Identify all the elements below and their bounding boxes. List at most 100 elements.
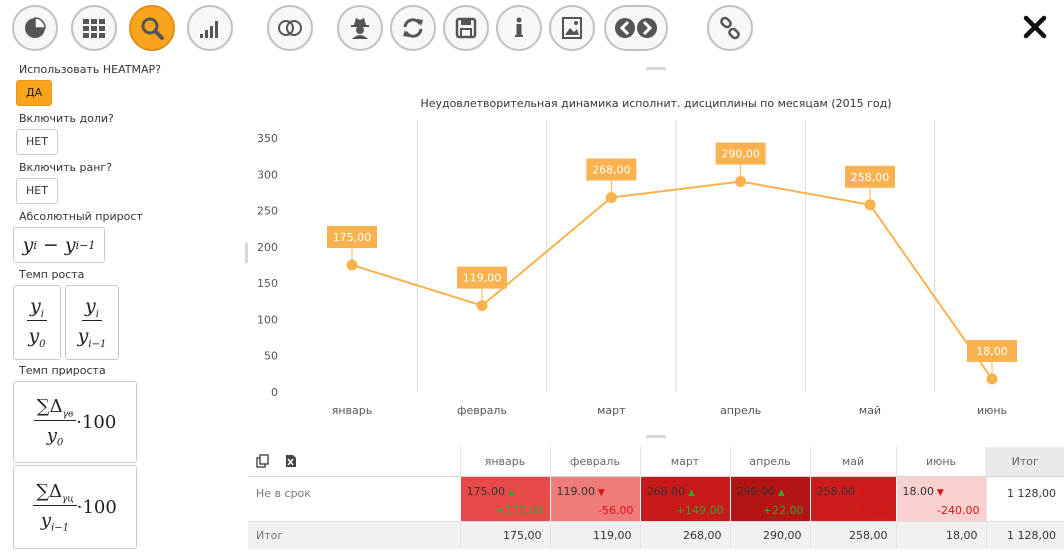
column-header[interactable]: июнь bbox=[895, 447, 986, 477]
info-button[interactable] bbox=[496, 5, 542, 51]
cell-delta: -56.00 bbox=[598, 503, 634, 517]
total-cell: 268,00 bbox=[639, 520, 730, 549]
x-tick-label: июнь bbox=[977, 404, 1007, 417]
close-icon[interactable] bbox=[1022, 14, 1048, 40]
heatmap-cell[interactable]: 119.00 ▼ -56.00 bbox=[549, 476, 640, 521]
bar-signal-button[interactable] bbox=[187, 5, 233, 51]
image-icon bbox=[562, 17, 582, 39]
row-total: 1 128,00 bbox=[985, 476, 1064, 521]
data-label-box bbox=[457, 266, 507, 289]
arrow-up-icon: ▲ bbox=[775, 487, 785, 498]
cell-value: 119.00 bbox=[556, 484, 596, 498]
info-icon bbox=[515, 17, 523, 37]
heatmap-cell[interactable]: 258.00 ▼ -32.00 bbox=[809, 476, 896, 521]
bar-signal-icon bbox=[200, 21, 218, 38]
data-label-box bbox=[715, 142, 766, 165]
x-tick-label: май bbox=[859, 404, 881, 417]
link-icon bbox=[720, 16, 740, 40]
cell-value: 18.00 bbox=[902, 484, 935, 498]
save-button[interactable] bbox=[443, 5, 489, 51]
toggle-icon bbox=[278, 20, 302, 36]
column-header[interactable]: февраль bbox=[549, 447, 640, 477]
data-label: 18,00 bbox=[976, 345, 1008, 358]
y-tick-label: 0 bbox=[271, 386, 278, 399]
heatmap-cell[interactable]: 290.00 ▲ +22.00 bbox=[729, 476, 810, 521]
resize-handle-top[interactable] bbox=[646, 67, 666, 70]
y-tick-label: 150 bbox=[257, 277, 278, 290]
data-label: 290,00 bbox=[721, 148, 760, 161]
heatmap-cell[interactable]: 18.00 ▼ -240.00 bbox=[895, 476, 986, 521]
cell-delta: +149.00 bbox=[675, 503, 724, 517]
search-icon bbox=[141, 17, 164, 40]
refresh-button[interactable] bbox=[390, 5, 436, 51]
resize-handle-middle[interactable] bbox=[646, 435, 666, 438]
heatmap-toggle[interactable]: ДА bbox=[16, 80, 53, 106]
heatmap-cell-content: 268.00 ▲ +149.00 bbox=[641, 477, 730, 521]
settings-panel: Использовать HEATMAP? ДА Включить доли? … bbox=[12, 62, 242, 549]
pie-chart-button[interactable] bbox=[12, 5, 58, 51]
excel-export-icon[interactable] bbox=[284, 454, 298, 468]
heatmap-cell-content: 290.00 ▲ +22.00 bbox=[731, 477, 810, 521]
data-label: 175,00 bbox=[333, 231, 372, 244]
spy-button[interactable] bbox=[337, 5, 383, 51]
column-header[interactable]: апрель bbox=[729, 447, 810, 477]
data-table: январь февраль март апрель май июнь Итог… bbox=[248, 447, 1064, 549]
image-button[interactable] bbox=[549, 5, 595, 51]
heatmap-label: Использовать HEATMAP? bbox=[19, 63, 162, 76]
rank-label: Включить ранг? bbox=[19, 161, 113, 174]
total-cell: 290,00 bbox=[729, 520, 810, 549]
total-row: Итог 175,00 119,00 268,00 290,00 258,00 … bbox=[248, 520, 1064, 549]
row-name: Не в срок bbox=[256, 486, 311, 500]
total-column-header[interactable]: Итог bbox=[985, 447, 1064, 477]
x-tick-label: январь bbox=[332, 404, 373, 417]
growth-rate-chain-formula-button[interactable]: yi yi−1 bbox=[65, 285, 119, 360]
cell-value: 268.00 bbox=[646, 484, 686, 498]
shares-toggle[interactable]: НЕТ bbox=[16, 129, 58, 155]
heatmap-cell-content: 258.00 ▼ -32.00 bbox=[811, 477, 896, 521]
shares-label: Включить доли? bbox=[19, 112, 114, 125]
y-tick-label: 200 bbox=[257, 241, 278, 254]
total-cell: 18,00 bbox=[895, 520, 986, 549]
arrow-up-icon: ▲ bbox=[505, 487, 515, 498]
heatmap-cell-content: 175.00 ▲ +175.00 bbox=[461, 477, 550, 521]
arrow-down-icon: ▼ bbox=[855, 487, 865, 498]
toolbar bbox=[0, 0, 1064, 60]
growth-rate-label: Темп роста bbox=[19, 268, 85, 281]
toggle-button[interactable] bbox=[267, 5, 313, 51]
data-label-box bbox=[327, 226, 377, 248]
link-button[interactable] bbox=[707, 5, 753, 51]
column-header[interactable]: январь bbox=[459, 447, 550, 477]
heatmap-cell-content: 119.00 ▼ -56.00 bbox=[551, 477, 640, 521]
grid-button[interactable] bbox=[71, 5, 117, 51]
prev-next-button[interactable] bbox=[604, 5, 668, 51]
cell-delta: +22.00 bbox=[762, 503, 804, 517]
heatmap-cell[interactable]: 268.00 ▲ +149.00 bbox=[639, 476, 730, 521]
heatmap-cell-content: 18.00 ▼ -240.00 bbox=[897, 477, 986, 521]
line-chart: Неудовлетворительная динамика исполнит. … bbox=[248, 62, 1064, 434]
heatmap-cell[interactable]: 175.00 ▲ +175.00 bbox=[459, 476, 550, 521]
data-label: 119,00 bbox=[463, 272, 502, 285]
search-button[interactable] bbox=[129, 5, 175, 51]
cell-delta: -32.00 bbox=[854, 503, 890, 517]
column-header[interactable]: март bbox=[639, 447, 730, 477]
column-header[interactable]: май bbox=[809, 447, 896, 477]
x-tick-label: март bbox=[597, 404, 626, 417]
total-cell: 175,00 bbox=[459, 520, 550, 549]
data-point[interactable] bbox=[476, 300, 488, 312]
y-tick-label: 300 bbox=[257, 168, 278, 181]
rank-toggle[interactable]: НЕТ bbox=[16, 178, 58, 204]
growth-rate-base-formula-button[interactable]: yi y0 bbox=[13, 285, 61, 360]
increment-rate-chain-formula-button[interactable]: ∑Δγц yi−1·100 bbox=[13, 465, 137, 549]
copy-icon[interactable] bbox=[256, 454, 270, 468]
data-label: 258,00 bbox=[851, 171, 890, 184]
prev-next-icon bbox=[615, 18, 657, 38]
y-tick-label: 50 bbox=[264, 350, 278, 363]
data-label-box bbox=[586, 158, 637, 181]
increment-rate-base-formula-button[interactable]: ∑Δγв y0·100 bbox=[13, 381, 137, 463]
y-tick-label: 250 bbox=[257, 205, 278, 218]
cell-value: 175.00 bbox=[466, 484, 506, 498]
cell-delta: -240.00 bbox=[937, 503, 980, 517]
data-table-container: январь февраль март апрель май июнь Итог… bbox=[248, 447, 1064, 549]
resize-handle-left[interactable] bbox=[245, 243, 248, 263]
